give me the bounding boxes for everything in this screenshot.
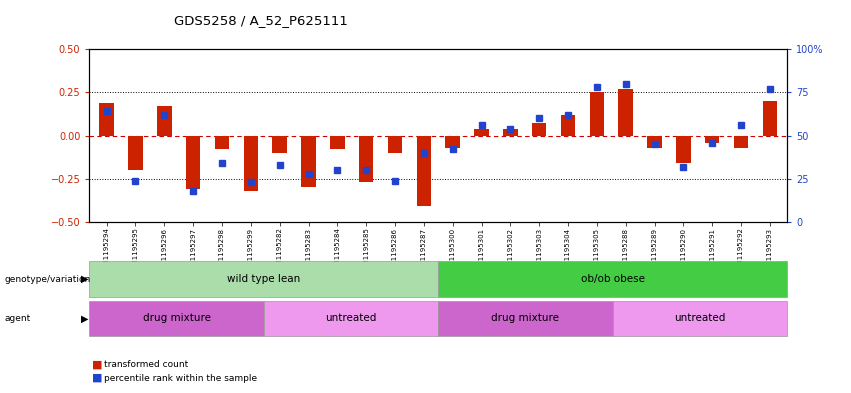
Bar [532, 123, 546, 136]
Bar [243, 136, 258, 191]
Bar [186, 136, 200, 189]
Bar [214, 136, 229, 149]
Text: GDS5258 / A_52_P625111: GDS5258 / A_52_P625111 [174, 15, 348, 28]
Bar [648, 136, 662, 148]
Text: untreated: untreated [674, 313, 726, 323]
Bar [590, 92, 604, 136]
Text: drug mixture: drug mixture [492, 313, 559, 323]
Bar [503, 129, 517, 136]
Text: transformed count: transformed count [104, 360, 188, 369]
Bar [677, 136, 690, 163]
Text: ob/ob obese: ob/ob obese [580, 274, 645, 284]
Bar [762, 101, 777, 136]
Bar [359, 136, 374, 182]
Bar [129, 136, 143, 170]
Text: ▶: ▶ [81, 274, 89, 284]
Text: agent: agent [4, 314, 31, 323]
Text: untreated: untreated [325, 313, 377, 323]
Bar [561, 115, 575, 136]
Bar [301, 136, 316, 187]
Bar [619, 89, 633, 136]
Bar [438, 261, 787, 297]
Bar [272, 136, 287, 153]
Bar [417, 136, 431, 206]
Bar [89, 301, 264, 336]
Bar [157, 106, 172, 136]
Text: ▶: ▶ [81, 313, 89, 323]
Text: wild type lean: wild type lean [227, 274, 300, 284]
Bar [89, 261, 438, 297]
Bar [734, 136, 748, 148]
Bar [100, 103, 114, 136]
Text: ■: ■ [92, 373, 102, 383]
Bar [388, 136, 403, 153]
Bar [474, 129, 488, 136]
Bar [330, 136, 345, 149]
Text: genotype/variation: genotype/variation [4, 275, 90, 283]
Bar [705, 136, 719, 143]
Text: percentile rank within the sample: percentile rank within the sample [104, 374, 257, 382]
Text: drug mixture: drug mixture [143, 313, 210, 323]
Bar [613, 301, 787, 336]
Bar [438, 301, 613, 336]
Bar [445, 136, 460, 148]
Text: ■: ■ [92, 360, 102, 370]
Bar [264, 301, 438, 336]
